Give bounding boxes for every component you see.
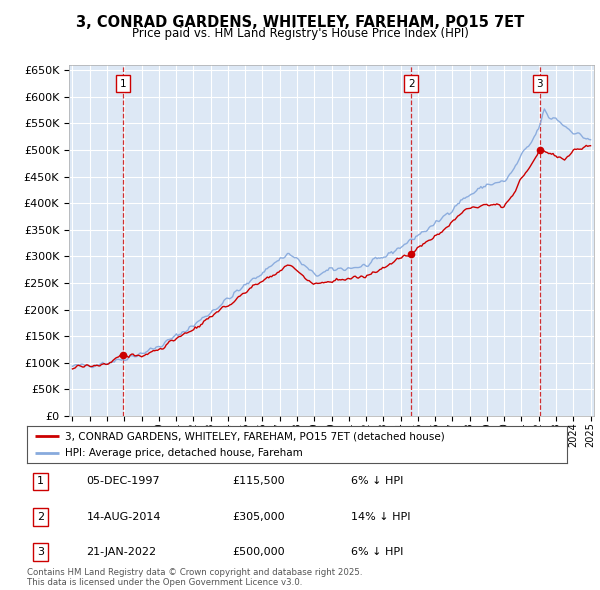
Text: £115,500: £115,500 [232, 477, 285, 486]
Text: 21-JAN-2022: 21-JAN-2022 [86, 548, 157, 557]
Text: 14-AUG-2014: 14-AUG-2014 [86, 512, 161, 522]
Text: Contains HM Land Registry data © Crown copyright and database right 2025.
This d: Contains HM Land Registry data © Crown c… [27, 568, 362, 587]
Text: Price paid vs. HM Land Registry's House Price Index (HPI): Price paid vs. HM Land Registry's House … [131, 27, 469, 40]
Text: 1: 1 [37, 477, 44, 486]
Text: 3, CONRAD GARDENS, WHITELEY, FAREHAM, PO15 7ET: 3, CONRAD GARDENS, WHITELEY, FAREHAM, PO… [76, 15, 524, 30]
Text: 2: 2 [408, 78, 415, 88]
Text: 05-DEC-1997: 05-DEC-1997 [86, 477, 160, 486]
Text: 3: 3 [37, 548, 44, 557]
Text: 3: 3 [536, 78, 543, 88]
Text: 2: 2 [37, 512, 44, 522]
Text: 3, CONRAD GARDENS, WHITELEY, FAREHAM, PO15 7ET (detached house): 3, CONRAD GARDENS, WHITELEY, FAREHAM, PO… [65, 431, 445, 441]
Text: 6% ↓ HPI: 6% ↓ HPI [351, 548, 403, 557]
Text: £500,000: £500,000 [232, 548, 285, 557]
Text: 14% ↓ HPI: 14% ↓ HPI [351, 512, 410, 522]
Text: £305,000: £305,000 [232, 512, 285, 522]
Text: HPI: Average price, detached house, Fareham: HPI: Average price, detached house, Fare… [65, 448, 302, 458]
Text: 1: 1 [119, 78, 126, 88]
Text: 6% ↓ HPI: 6% ↓ HPI [351, 477, 403, 486]
